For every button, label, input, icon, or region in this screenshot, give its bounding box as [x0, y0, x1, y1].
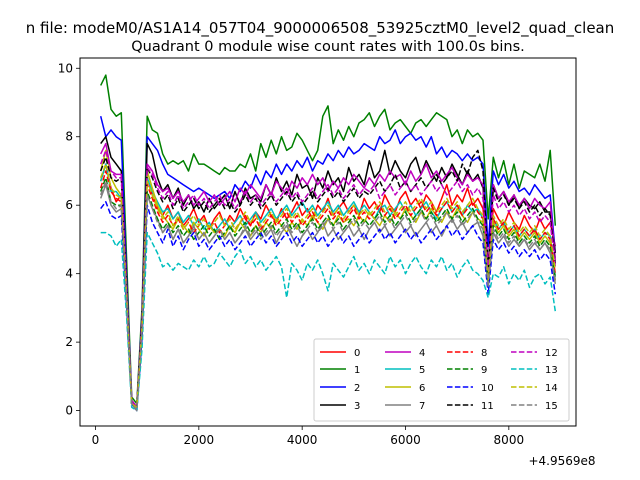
legend-label-12: 12	[545, 348, 558, 359]
y-tick-label: 2	[65, 335, 73, 349]
legend-label-4: 4	[419, 348, 425, 359]
y-tick-label: 0	[65, 404, 73, 418]
x-tick-label: 6000	[390, 433, 421, 447]
axes-frame	[79, 57, 577, 427]
x-tick-label: 2000	[184, 433, 215, 447]
series-line-9	[99, 177, 557, 408]
series-line-10	[100, 201, 557, 412]
legend-frame	[313, 338, 570, 422]
legend-label-14: 14	[545, 383, 558, 394]
legend-label-5: 5	[419, 365, 425, 376]
series-layer	[99, 74, 557, 412]
y-tick-label: 6	[65, 198, 73, 212]
x-axis-offset-label: +4.9569e8	[528, 454, 595, 468]
legend-label-3: 3	[354, 401, 360, 412]
y-tick-label: 10	[58, 61, 73, 75]
y-axis: 0 2 4 6 8 10	[58, 61, 80, 418]
x-tick-label: 8000	[494, 433, 525, 447]
x-tick-label: 0	[92, 433, 100, 447]
series-line-4	[100, 142, 557, 408]
legend-label-9: 9	[481, 365, 487, 376]
series-line-15	[99, 180, 557, 412]
series-line-8	[99, 170, 557, 408]
y-tick-label: 8	[65, 130, 73, 144]
y-tick-label: 4	[65, 267, 73, 281]
plot-title: Quadrant 0 module wise count rates with …	[131, 39, 525, 55]
legend-label-0: 0	[354, 348, 360, 359]
series-line-12	[99, 149, 557, 408]
x-tick-label: 4000	[287, 433, 318, 447]
legend-label-11: 11	[481, 401, 494, 412]
legend-label-10: 10	[481, 383, 494, 394]
legend-label-7: 7	[419, 401, 425, 412]
legend-label-15: 15	[545, 401, 558, 412]
series-line-13	[100, 231, 557, 412]
legend-label-8: 8	[481, 348, 487, 359]
legend-label-2: 2	[354, 383, 360, 394]
figure-suptitle: n file: modeM0/AS1A14_057T04_9000006508_…	[26, 19, 615, 38]
legend-label-6: 6	[419, 383, 425, 394]
series-line-1	[100, 74, 557, 405]
legend-label-13: 13	[545, 365, 558, 376]
legend-label-1: 1	[354, 365, 360, 376]
series-line-11	[99, 149, 557, 408]
x-axis: 0 2000 4000 6000 8000	[92, 426, 524, 447]
series-line-14	[99, 163, 557, 408]
